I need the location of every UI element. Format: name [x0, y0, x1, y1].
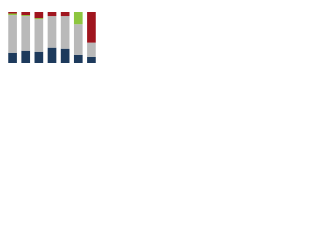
- bar-segment: [47, 16, 57, 48]
- bar-segment: [73, 12, 83, 25]
- bar-segment: [60, 16, 70, 49]
- bar-segment: [34, 19, 44, 52]
- bar-segment: [60, 12, 70, 17]
- bar-segment: [8, 13, 17, 16]
- bar-segment: [21, 12, 31, 16]
- bar-segment: [21, 50, 31, 63]
- bar-segment: [8, 52, 17, 63]
- bar-segment: [60, 48, 70, 63]
- bar-segment: [73, 24, 83, 55]
- bar-segment: [34, 51, 44, 63]
- bar-segment: [47, 47, 57, 63]
- bar-segment: [87, 42, 96, 57]
- bar-segment: [47, 12, 57, 17]
- bar-segment: [73, 54, 83, 63]
- bar-segment: [21, 16, 31, 51]
- bar-segment: [34, 18, 44, 20]
- bar-segment: [87, 56, 96, 63]
- chart: [8, 12, 96, 63]
- bar-segment: [21, 15, 31, 17]
- page: {"chart_data": {"type": "stacked-bar", "…: [0, 0, 100, 71]
- bar-segment: [8, 12, 17, 14]
- bar-segment: [87, 12, 96, 43]
- bar-segment: [8, 15, 17, 53]
- bar-segment: [34, 12, 44, 19]
